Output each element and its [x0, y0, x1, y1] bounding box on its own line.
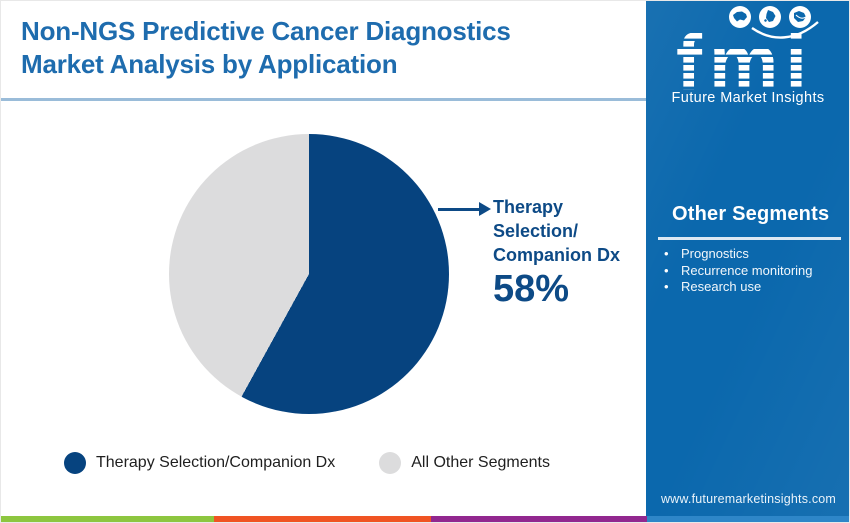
brand-tagline: Future Market Insights: [671, 90, 824, 106]
segment-item-prognostics: Prognostics: [646, 246, 849, 263]
callout-arrow-head-icon: [479, 202, 491, 216]
other-segments-heading: Other Segments: [672, 203, 830, 225]
fmi-logo: fmi Future Market Insights: [671, 6, 824, 106]
strip-segment: [214, 516, 431, 522]
us-map-icon: [729, 6, 751, 28]
strip-segment: [1, 516, 214, 522]
legend-swatch-gray: [379, 452, 402, 474]
footer-strip: [1, 516, 849, 522]
legend-item-therapy-selection: Therapy Selection/Companion Dx: [64, 452, 335, 474]
strip-segment: [431, 516, 647, 522]
callout-label-line3: Companion Dx: [493, 245, 621, 265]
page-title-line1: Non-NGS Predictive Cancer Diagnostics: [21, 16, 511, 46]
callout-value: 58%: [493, 268, 570, 310]
page-title-line2: Market Analysis by Application: [21, 49, 398, 79]
pie-chart: [169, 134, 449, 414]
legend-label: All Other Segments: [411, 454, 550, 471]
sidebar: fmi Future Market Insights Other Segment…: [646, 1, 849, 516]
europe-map-icon: [759, 6, 781, 28]
legend-label: Therapy Selection/Companion Dx: [96, 454, 336, 471]
callout-label-line1: Therapy: [493, 197, 564, 217]
logo-wordmark: fmi: [676, 18, 814, 106]
page-title: Non-NGS Predictive Cancer Diagnostics Ma…: [21, 15, 636, 81]
legend-item-all-other-segments: All Other Segments: [379, 452, 550, 474]
title-divider: [1, 98, 646, 101]
segment-item-recurrence-monitoring: Recurrence monitoring: [646, 263, 849, 280]
callout-label-line2: Selection/: [493, 221, 579, 241]
logo-swoosh-icon: [751, 21, 819, 39]
legend-swatch-blue: [64, 452, 86, 474]
segment-item-research-use: Research use: [646, 279, 849, 296]
strip-segment: [647, 516, 849, 522]
legend: Therapy Selection/Companion Dx All Other…: [64, 451, 550, 475]
callout-label: Therapy Selection/ Companion Dx 58%: [493, 195, 643, 309]
website-link[interactable]: www.futuremarketinsights.com: [660, 492, 837, 506]
chart-panel: Non-NGS Predictive Cancer Diagnostics Ma…: [1, 1, 646, 516]
segment-list: Prognostics Recurrence monitoring Resear…: [646, 246, 849, 296]
callout-arrow-line: [438, 208, 484, 211]
globe-icon: [789, 6, 811, 28]
sidebar-divider: [658, 237, 841, 240]
